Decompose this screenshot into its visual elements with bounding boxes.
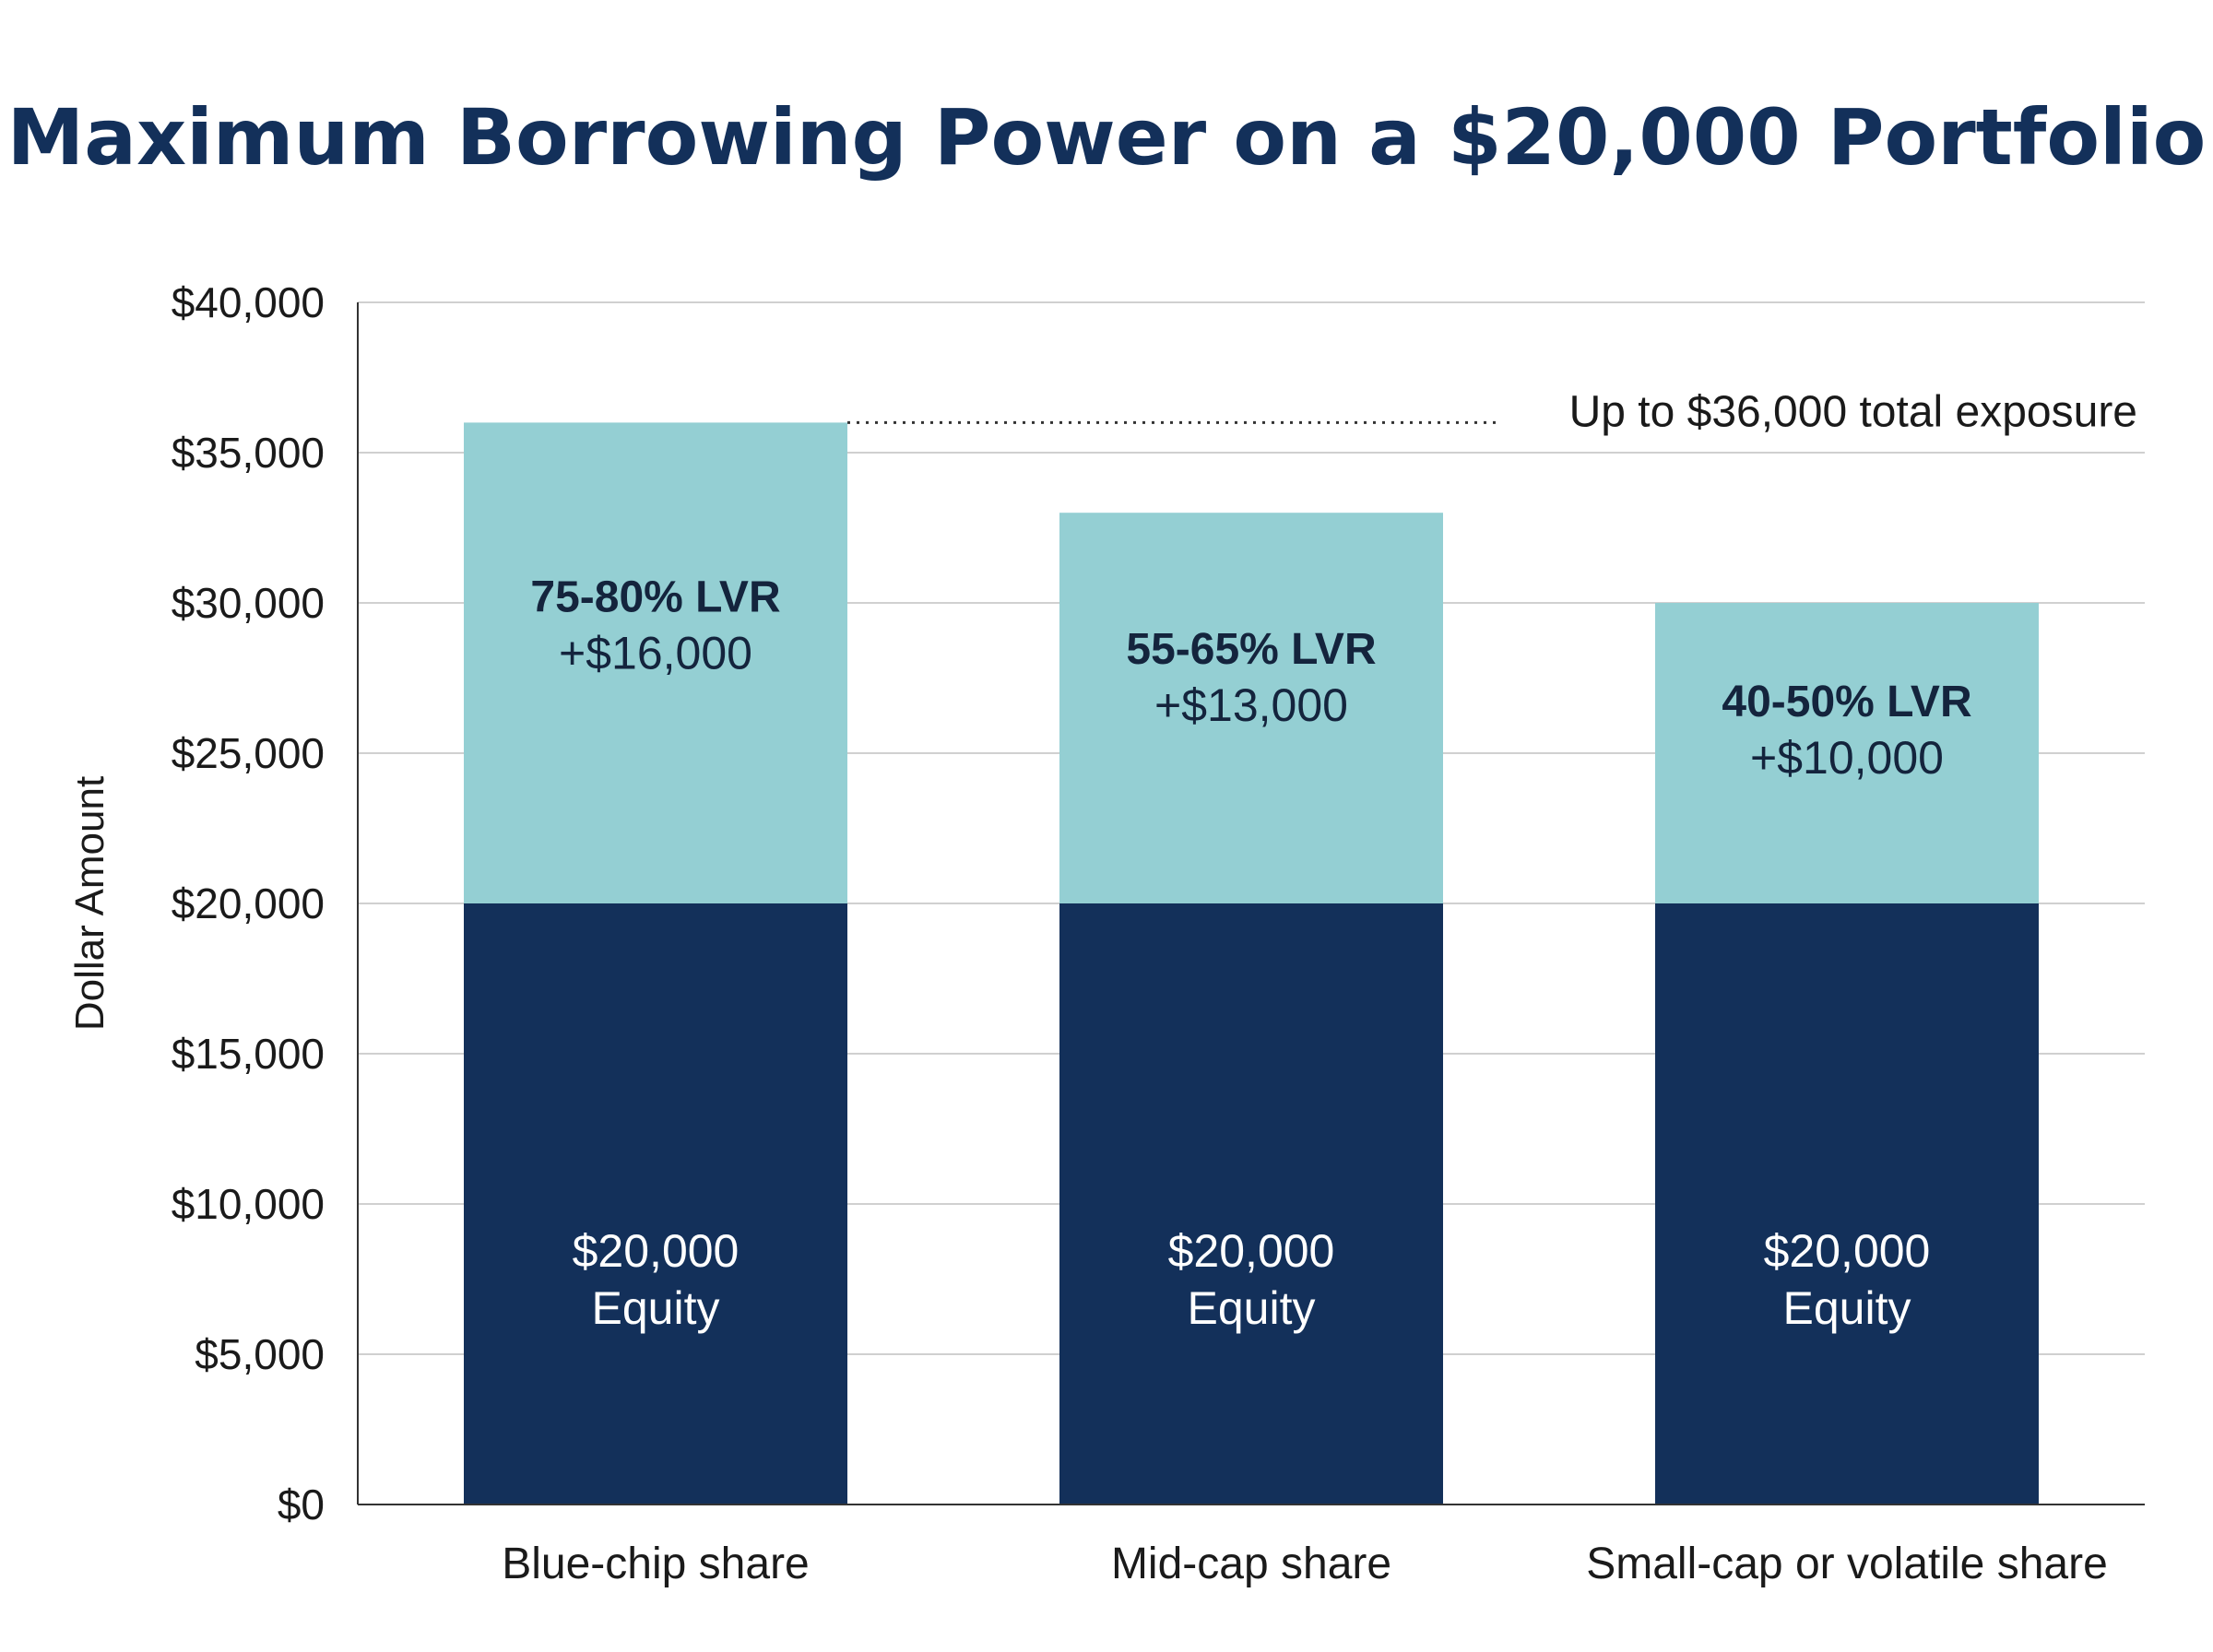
bar-borrowing-2 [1059, 513, 1443, 903]
lvr-range-label: 75-80% LVR [530, 572, 780, 621]
equity-name-label: Equity [1783, 1282, 1911, 1334]
y-tick-label: $0 [278, 1481, 325, 1528]
annotation-text: Up to $36,000 total exposure [1569, 387, 2137, 436]
category-label: Blue-chip share [502, 1540, 810, 1588]
annotation: Up to $36,000 total exposure [847, 387, 2137, 436]
y-tick-label: $10,000 [172, 1180, 325, 1228]
category-label: Small-cap or volatile share [1586, 1540, 2108, 1588]
y-axis-label: Dollar Amount [67, 776, 112, 1031]
y-tick-label: $40,000 [172, 278, 325, 326]
y-tick-label: $15,000 [172, 1030, 325, 1078]
bar-equity-3 [1655, 903, 2039, 1504]
borrowing-amount-label: +$13,000 [1154, 679, 1348, 731]
y-tick-label: $25,000 [172, 729, 325, 777]
chart-title: Maximum Borrowing Power on a $20,000 Por… [7, 92, 2207, 183]
equity-value-label: $20,000 [573, 1225, 740, 1277]
lvr-range-label: 55-65% LVR [1126, 625, 1376, 674]
borrowing-amount-label: +$16,000 [559, 627, 752, 678]
bar-equity-2 [1059, 903, 1443, 1504]
y-tick-label: $35,000 [172, 429, 325, 477]
bar-equity-1 [464, 903, 847, 1504]
y-tick-label: $30,000 [172, 579, 325, 627]
category-label: Mid-cap share [1111, 1540, 1391, 1588]
y-tick-labels: $0 $5,000 $10,000 $15,000 $20,000 $25,000 $30,… [172, 278, 325, 1528]
bars [464, 422, 2039, 1504]
equity-value-label: $20,000 [1168, 1225, 1335, 1277]
y-tick-label: $5,000 [195, 1330, 325, 1378]
y-tick-label: $20,000 [172, 879, 325, 927]
borrowing-amount-label: +$10,000 [1750, 732, 1944, 784]
bar-borrowing-3 [1655, 603, 2039, 903]
lvr-range-label: 40-50% LVR [1722, 678, 1971, 726]
category-labels: Blue-chip share Mid-cap share Small-cap or… [502, 1540, 2108, 1588]
axes [357, 302, 2145, 1505]
equity-name-label: Equity [592, 1282, 720, 1334]
equity-value-label: $20,000 [1764, 1225, 1931, 1277]
bar-borrowing-1 [464, 422, 847, 903]
equity-name-label: Equity [1188, 1282, 1316, 1334]
